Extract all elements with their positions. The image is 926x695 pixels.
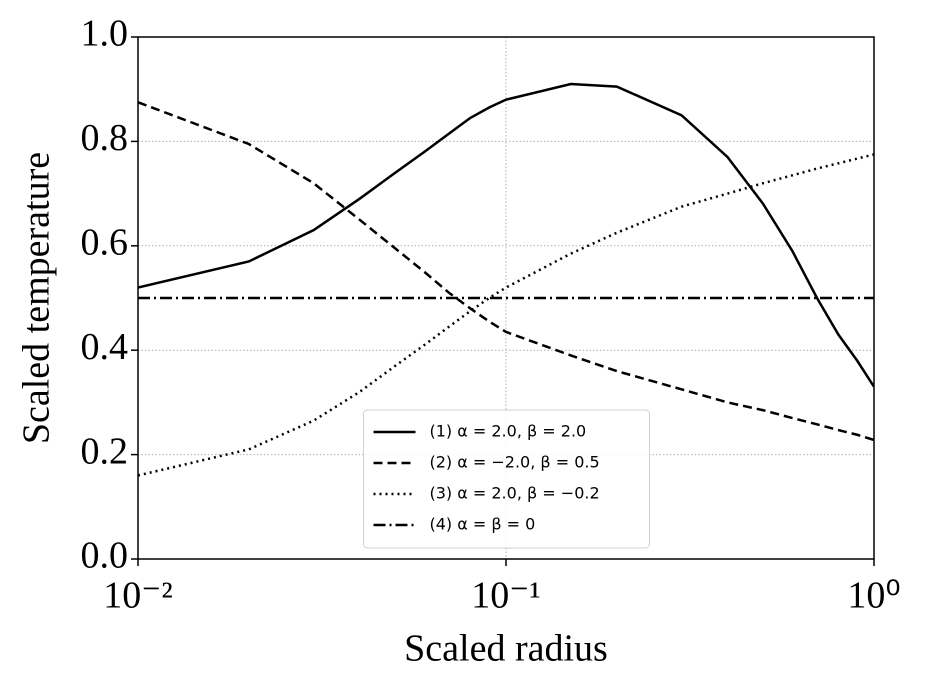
y-tick-label: 0.0: [81, 535, 129, 577]
legend-label: (1) α = 2.0, β = 2.0: [430, 422, 587, 441]
x-tick-label: 10⁰: [847, 575, 900, 617]
series-line: [138, 153, 874, 477]
y-tick-label: 0.8: [81, 117, 129, 159]
legend-label: (2) α = −2.0, β = 0.5: [430, 453, 600, 472]
legend-box: [363, 409, 650, 549]
y-tick-label: 0.2: [81, 430, 129, 472]
legend-label: (3) α = 2.0, β = −0.2: [430, 484, 600, 503]
plot-frame: [137, 36, 875, 560]
y-tick-label: 1.0: [81, 13, 129, 55]
x-axis-label: Scaled radius: [404, 628, 608, 670]
series-line: [138, 101, 874, 442]
x-tick-label: 10⁻¹: [471, 575, 540, 617]
x-tick-label: 10⁻²: [103, 575, 172, 617]
series-line: [138, 82, 874, 388]
y-tick-label: 0.6: [81, 222, 129, 264]
y-axis-label: Scaled temperature: [16, 152, 58, 444]
legend-label: (4) α = β = 0: [430, 515, 536, 534]
y-tick-label: 0.4: [81, 326, 129, 368]
